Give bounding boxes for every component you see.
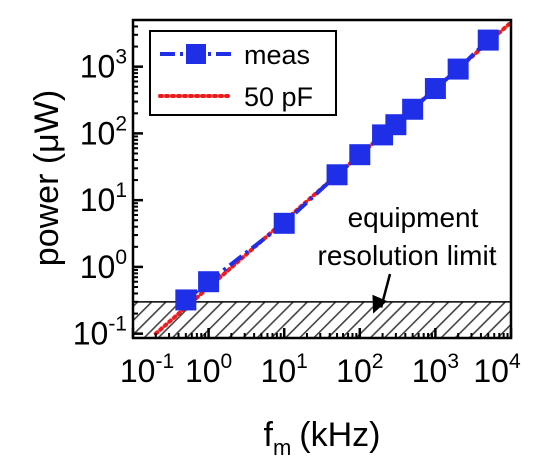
meas-point-6 [385,114,407,136]
meas-point-4 [349,144,371,166]
marker-layer [175,29,499,311]
x-axis-title: fm (kHz) [264,416,381,460]
y-tick-label-4-exponent: 3 [115,46,127,69]
x-tick-label-3-exponent: 2 [372,350,384,373]
meas-point-9 [447,58,469,80]
x-tick-label-3: 102 [336,350,383,389]
y-tick-label-0-base: 10 [73,316,109,352]
x-tick-label-4: 103 [412,350,459,389]
y-tick-label-1-base: 10 [80,249,116,285]
x-tick-label-4-exponent: 3 [447,350,459,373]
y-tick-label-4-base: 10 [80,49,116,85]
x-tick-label-1-exponent: 0 [221,350,233,373]
x-tick-label-1: 100 [185,350,232,389]
y-tick-label-0: 10-1 [73,313,127,352]
annotation-line-2: resolution limit [318,240,497,271]
y-tick-label-1: 100 [80,246,127,285]
x-tick-label-2-exponent: 1 [296,350,308,373]
meas-point-8 [424,78,446,100]
x-tick-label-5-base: 10 [473,353,509,389]
annotation-arrow-head [372,294,388,314]
annotation-arrow [372,273,392,314]
x-tick-label-5: 104 [473,350,521,389]
legend-box [149,30,337,116]
meas-point-1 [198,271,220,293]
y-axis-title: power (μW) [28,90,66,266]
x-tick-label-2-base: 10 [261,353,297,389]
y-tick-label-3-base: 10 [80,115,116,151]
y-tick-label-2: 101 [80,179,127,218]
y-tick-label-0-exponent: -1 [108,313,127,336]
meas-point-0 [175,289,197,311]
x-tick-label-2: 101 [261,350,308,389]
x-tick-label-5-exponent: 4 [509,350,521,373]
x-tick-label-0: 10-1 [120,350,174,389]
x-tick-label-4-base: 10 [412,353,448,389]
y-tick-label-2-exponent: 1 [115,179,127,202]
legend-meas-marker [186,44,206,64]
meas-point-7 [402,98,424,120]
x-tick-label-0-exponent: -1 [155,350,174,373]
x-axis-title-symbol: f [264,416,274,454]
legend-fit-label: 50 pF [244,82,313,112]
legend-meas-label: meas [244,40,310,70]
x-tick-label-3-base: 10 [336,353,372,389]
plot-frame [131,18,513,340]
meas-point-3 [326,164,348,186]
y-tick-label-4: 103 [80,46,127,85]
y-tick-label-1-exponent: 0 [115,246,127,269]
y-tick-label-2-base: 10 [80,182,116,218]
x-tick-label-0-base: 10 [120,353,156,389]
x-axis-title-subscript: m [273,435,291,460]
y-tick-label-3-exponent: 2 [115,112,127,135]
x-tick-label-1-base: 10 [185,353,221,389]
y-tick-label-3: 102 [80,112,127,151]
meas-point-2 [273,212,295,234]
legend: meas 50 pF [149,30,337,116]
meas-point-10 [477,29,499,51]
annotation-line-1: equipment [348,202,479,233]
x-axis-title-unit: (kHz) [299,416,380,454]
